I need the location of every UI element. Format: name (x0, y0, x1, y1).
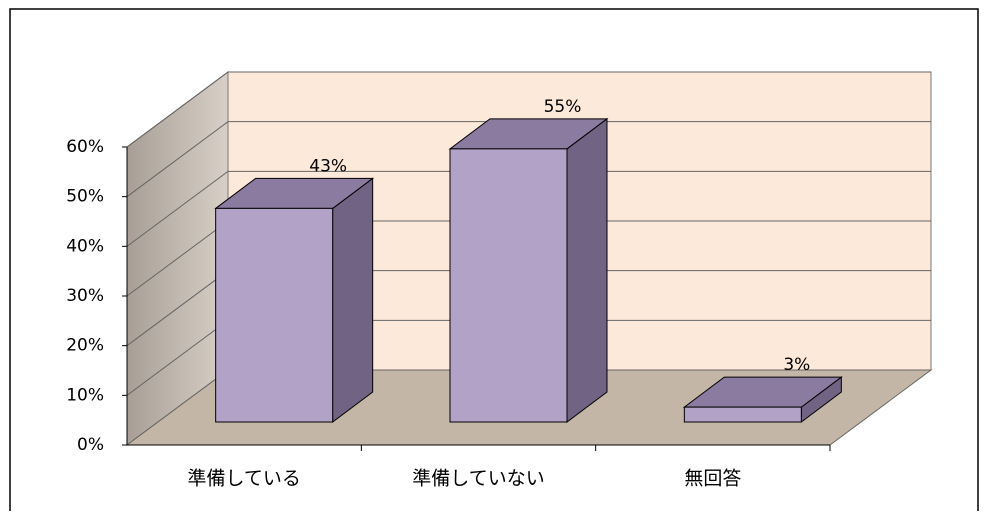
y-tick-label: 50% (66, 187, 104, 207)
grid-line (126, 170, 931, 247)
x-tick-label: 準備していない (412, 468, 544, 490)
grid-line (126, 71, 931, 148)
bar (448, 117, 609, 423)
x-tick-label: 無回答 (684, 468, 741, 490)
x-tick-label: 準備している (187, 468, 300, 490)
y-tick-label: 60% (66, 137, 104, 157)
bar (682, 376, 843, 423)
bar-front (449, 148, 568, 423)
bar-side (566, 117, 608, 423)
bar-front (215, 207, 334, 423)
grid-line (126, 121, 931, 198)
y-tick-label: 0% (77, 435, 104, 455)
bar (214, 177, 375, 423)
value-label: 55% (544, 97, 582, 117)
bar-front (683, 406, 802, 423)
y-tick-label: 20% (66, 336, 104, 356)
y-tick-label: 10% (66, 385, 104, 405)
y-tick-label: 40% (66, 236, 104, 256)
y-tick-label: 30% (66, 286, 104, 306)
value-label: 3% (783, 355, 810, 375)
bar-side (332, 177, 374, 423)
value-label: 43% (309, 156, 347, 176)
